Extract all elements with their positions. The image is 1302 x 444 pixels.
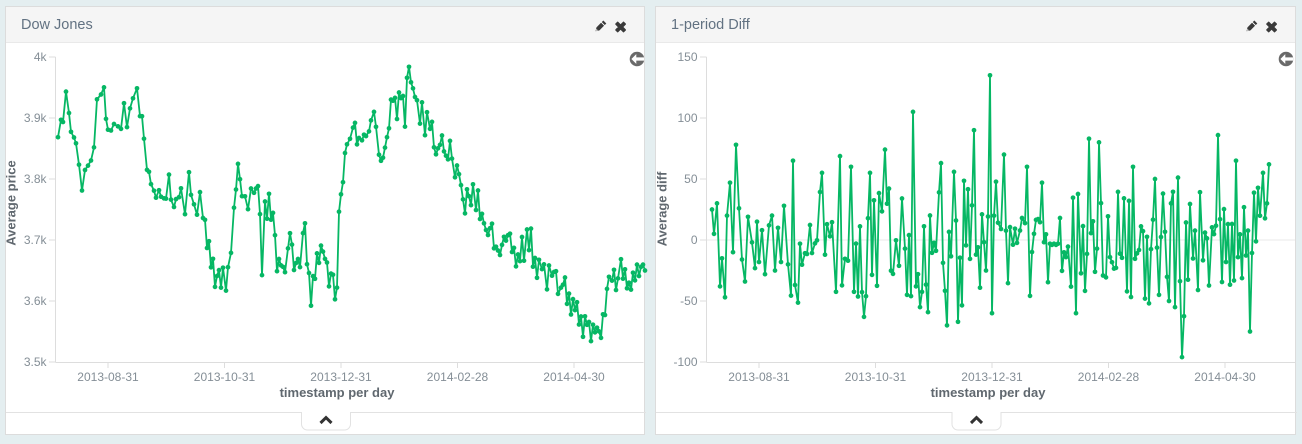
svg-text:150: 150 [677,50,697,64]
svg-text:2014-04-30: 2014-04-30 [1194,370,1256,384]
svg-text:2013-12-31: 2013-12-31 [961,370,1023,384]
svg-text:3.6k: 3.6k [24,294,48,308]
svg-text:2013-10-31: 2013-10-31 [194,370,256,384]
svg-text:Average price: Average price [4,160,19,246]
svg-text:100: 100 [677,111,697,125]
svg-text:Average diff: Average diff [655,171,670,246]
svg-text:2013-08-31: 2013-08-31 [77,370,139,384]
svg-text:2014-04-30: 2014-04-30 [543,370,605,384]
svg-text:3.5k: 3.5k [24,355,48,369]
svg-text:2014-02-28: 2014-02-28 [427,370,489,384]
svg-text:2013-12-31: 2013-12-31 [310,370,372,384]
svg-text:3.7k: 3.7k [24,233,48,247]
svg-text:4k: 4k [34,50,48,64]
svg-text:0: 0 [691,233,698,247]
svg-text:3.9k: 3.9k [24,111,48,125]
svg-text:2013-10-31: 2013-10-31 [845,370,907,384]
svg-text:3.8k: 3.8k [24,172,48,186]
svg-text:2013-08-31: 2013-08-31 [728,370,790,384]
svg-text:timestamp per day: timestamp per day [280,385,396,400]
svg-text:timestamp per day: timestamp per day [931,385,1047,400]
svg-text:-50: -50 [680,294,698,308]
svg-text:2014-02-28: 2014-02-28 [1078,370,1140,384]
svg-text:50: 50 [684,172,698,186]
svg-text:-100: -100 [673,355,697,369]
